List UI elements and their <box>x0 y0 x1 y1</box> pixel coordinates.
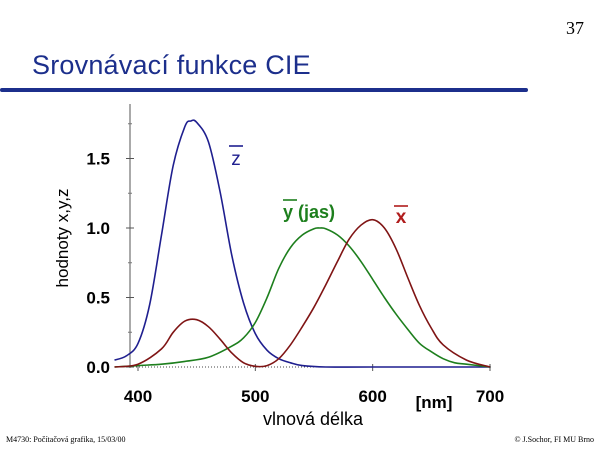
title-underline <box>0 88 528 92</box>
y-label: y (jas) <box>283 202 335 222</box>
x-ticks: 400 500 600 700 <box>124 364 504 406</box>
series-y-line <box>114 227 491 368</box>
slide-title: Srovnávací funkce CIE <box>32 50 311 80</box>
x-axis-label: vlnová délka <box>263 409 364 429</box>
y-tick-label: 1.5 <box>86 150 110 169</box>
x-tick-label: 500 <box>241 387 269 406</box>
footer-right: © J.Sochor, FI MU Brno <box>514 435 594 444</box>
series-layer <box>114 119 491 368</box>
x-axis-unit: [nm] <box>416 393 453 412</box>
y-axis-label: hodnoty x,y,z <box>53 189 72 288</box>
footer-left: M4730: Počítačová grafika, 15/03/00 <box>6 435 126 444</box>
series-x-line <box>114 218 491 368</box>
x-tick-label: 600 <box>358 387 386 406</box>
page-number: 37 <box>566 18 584 38</box>
y-tick-label: 0.0 <box>86 358 110 377</box>
series-label-y: y (jas) <box>283 199 335 222</box>
x-tick-label: 700 <box>476 387 504 406</box>
y-ticks: 0.0 0.5 1.0 1.5 <box>86 123 134 377</box>
series-label-x: x <box>394 205 408 228</box>
x-label: x <box>396 207 407 228</box>
x-tick-label: 400 <box>124 387 152 406</box>
z-label: z <box>231 149 241 170</box>
series-label-z: z <box>229 145 243 170</box>
plot-area <box>129 104 492 368</box>
series-z-line <box>114 119 490 368</box>
y-tick-label: 0.5 <box>86 289 110 308</box>
y-tick-label: 1.0 <box>86 219 110 238</box>
